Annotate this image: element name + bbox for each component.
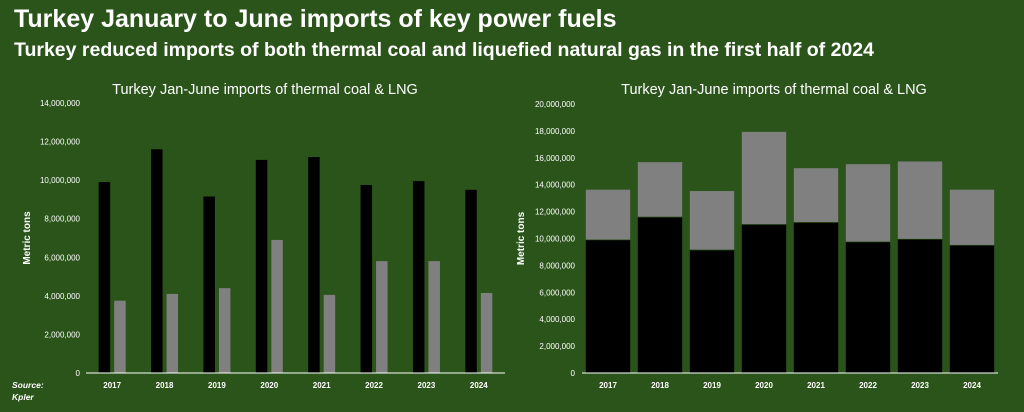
bar-lng-2017 — [585, 189, 631, 241]
y-tick-label: 0 — [76, 369, 81, 378]
x-tick-label: 2017 — [103, 381, 121, 390]
bar-lng-2017 — [114, 300, 126, 373]
y-tick-label: 12,000,000 — [535, 208, 576, 217]
y-tick-label: 2,000,000 — [539, 342, 575, 351]
x-tick-label: 2024 — [963, 381, 981, 390]
bar-coal-2020 — [741, 224, 787, 374]
bar-lng-2018 — [166, 293, 179, 373]
x-tick-label: 2017 — [599, 381, 617, 390]
bar-coal-2018 — [151, 149, 163, 373]
source-label: Source: — [12, 380, 44, 390]
bar-coal-2023 — [412, 181, 425, 373]
y-tick-label: 14,000,000 — [40, 99, 81, 108]
bar-coal-2019 — [203, 196, 215, 373]
chart-stacked-bar: Turkey Jan-June imports of thermal coal … — [516, 82, 998, 390]
chart-grouped-bar: Turkey Jan-June imports of thermal coal … — [22, 82, 505, 390]
bar-coal-2018 — [637, 216, 683, 374]
x-tick-label: 2019 — [208, 381, 226, 390]
x-tick-label: 2023 — [911, 381, 929, 390]
page-title: Turkey January to June imports of key po… — [14, 5, 617, 33]
y-tick-label: 8,000,000 — [44, 215, 80, 224]
bar-coal-2021 — [308, 157, 320, 373]
bar-lng-2023 — [897, 160, 943, 240]
y-tick-label: 16,000,000 — [535, 154, 576, 163]
y-tick-label: 8,000,000 — [539, 261, 575, 270]
y-tick-label: 18,000,000 — [535, 127, 576, 136]
y-tick-label: 0 — [571, 369, 576, 378]
bar-coal-2017 — [98, 182, 111, 373]
bar-lng-2022 — [376, 261, 388, 373]
bar-lng-2020 — [271, 239, 283, 373]
y-tick-label: 10,000,000 — [535, 235, 576, 244]
chart-title: Turkey Jan-June imports of thermal coal … — [621, 82, 927, 98]
bar-lng-2022 — [845, 163, 891, 243]
bar-lng-2024 — [949, 189, 995, 246]
bar-coal-2019 — [689, 249, 735, 374]
bar-lng-2019 — [218, 288, 231, 373]
bar-lng-2021 — [323, 294, 336, 373]
x-tick-label: 2022 — [859, 381, 877, 390]
page-subtitle: Turkey reduced imports of both thermal c… — [14, 39, 874, 61]
bar-coal-2017 — [585, 239, 631, 374]
x-tick-label: 2020 — [260, 381, 278, 390]
x-tick-label: 2021 — [807, 381, 825, 390]
x-tick-label: 2023 — [418, 381, 436, 390]
bar-lng-2023 — [428, 261, 440, 373]
y-tick-label: 6,000,000 — [539, 288, 575, 297]
bar-coal-2022 — [360, 184, 373, 373]
y-tick-label: 2,000,000 — [44, 330, 80, 339]
chart-title: Turkey Jan-June imports of thermal coal … — [112, 82, 418, 98]
bar-lng-2020 — [741, 131, 787, 225]
x-tick-label: 2022 — [365, 381, 383, 390]
y-tick-label: 4,000,000 — [44, 292, 80, 301]
y-tick-label: 4,000,000 — [539, 315, 575, 324]
bar-coal-2024 — [465, 189, 477, 373]
bar-coal-2020 — [255, 159, 268, 373]
y-axis-label: Metric tons — [516, 211, 527, 265]
x-tick-label: 2021 — [313, 381, 331, 390]
x-tick-label: 2024 — [470, 381, 488, 390]
bar-lng-2019 — [689, 190, 735, 251]
x-tick-label: 2020 — [755, 381, 773, 390]
x-tick-label: 2018 — [651, 381, 669, 390]
bar-lng-2024 — [480, 292, 493, 373]
y-tick-label: 20,000,000 — [535, 100, 576, 109]
bar-coal-2022 — [845, 241, 891, 374]
y-axis-label: Metric tons — [22, 211, 33, 265]
x-tick-label: 2018 — [156, 381, 174, 390]
bar-lng-2018 — [637, 161, 683, 218]
source-name: Kpler — [12, 392, 34, 402]
y-tick-label: 12,000,000 — [40, 138, 81, 147]
y-tick-label: 14,000,000 — [535, 181, 576, 190]
bar-coal-2021 — [793, 222, 839, 374]
y-tick-label: 6,000,000 — [44, 253, 80, 262]
bar-coal-2023 — [897, 238, 943, 374]
source-note: Source: Kpler — [12, 379, 44, 403]
y-tick-label: 10,000,000 — [40, 176, 81, 185]
bar-lng-2021 — [793, 167, 839, 223]
bar-coal-2024 — [949, 244, 995, 374]
x-tick-label: 2019 — [703, 381, 721, 390]
